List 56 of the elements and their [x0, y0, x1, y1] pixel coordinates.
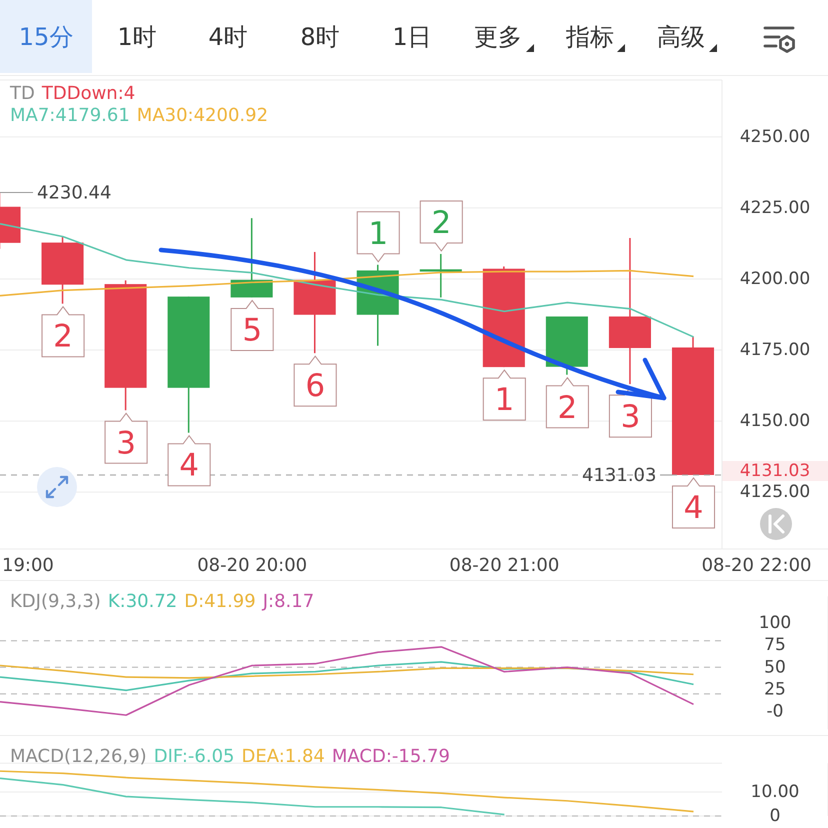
x-tick-label: 19:00 [2, 554, 54, 576]
annotation: 4 [179, 448, 200, 484]
text: D:41.99 [184, 591, 256, 612]
y-tick-label: 10.00 [750, 782, 800, 802]
x-tick-label: 08-20 20:00 [197, 554, 308, 576]
annotation: 4230.44 [37, 182, 112, 203]
text: 4时 [208, 22, 248, 52]
text: K:30.72 [108, 591, 178, 612]
y-tick-label: 4150.00 [740, 411, 810, 432]
legend-label: MACD:-15.79 [332, 746, 450, 767]
y-tick-label: 100 [758, 612, 792, 633]
annotation: 4 [684, 490, 704, 526]
annotation: 3 [116, 425, 136, 462]
annotation: 2 [558, 390, 578, 426]
y-tick-label: 4125.00 [740, 482, 810, 502]
y-tick-label: 4200.00 [740, 268, 810, 289]
annotation: 4131.03 [740, 461, 810, 482]
annotation: 5 [242, 312, 262, 348]
annotation: TD [10, 83, 35, 104]
text: 指标 [566, 22, 614, 52]
line-series [0, 646, 694, 716]
annotation: TDDown:4 [42, 83, 136, 104]
y-tick-label: 25 [764, 679, 786, 700]
y-tick-label: 50 [764, 657, 786, 678]
line-series [0, 664, 694, 679]
annotation: 1 [368, 216, 388, 252]
line-series [0, 778, 506, 816]
text: J:8.17 [262, 591, 314, 612]
text: 高级 [657, 22, 705, 52]
annotation: 3 [620, 399, 640, 436]
text: 1时 [117, 22, 157, 52]
x-tick-label: 08-20 21:00 [449, 554, 560, 576]
annotation: 6 [305, 368, 326, 404]
text: 1日 [392, 22, 432, 52]
y-tick-label: 75 [764, 635, 786, 656]
text: MA30:4200.92 [136, 105, 268, 126]
y-tick-label: 4225.00 [740, 198, 810, 218]
y-tick-label: 4175.00 [740, 340, 810, 360]
y-tick-label: 0 [770, 806, 780, 826]
text: 8时 [300, 22, 340, 52]
selected-tab: 15分 [0, 0, 92, 73]
series-label: DIF:-6.05 [154, 746, 234, 767]
line-series [0, 770, 694, 812]
annotation: 2 [431, 204, 452, 241]
series-label: DEA:1.84 [241, 746, 325, 767]
ref-line-label: 4131.03 [582, 464, 656, 486]
y-tick-label: 4250.00 [740, 126, 810, 147]
y-tick-label: -0 [766, 702, 784, 722]
x-tick-label: 08-20 22:00 [702, 554, 812, 576]
line-series [0, 270, 694, 297]
legend-title: MACD(12,26,9) [10, 746, 147, 767]
legend-title: KDJ(9,3,3) [10, 591, 101, 612]
annotation: 1 [494, 382, 514, 418]
annotation: 2 [53, 318, 73, 355]
text: 更多 [474, 22, 522, 52]
text: MA7:4179.61 [10, 105, 130, 126]
